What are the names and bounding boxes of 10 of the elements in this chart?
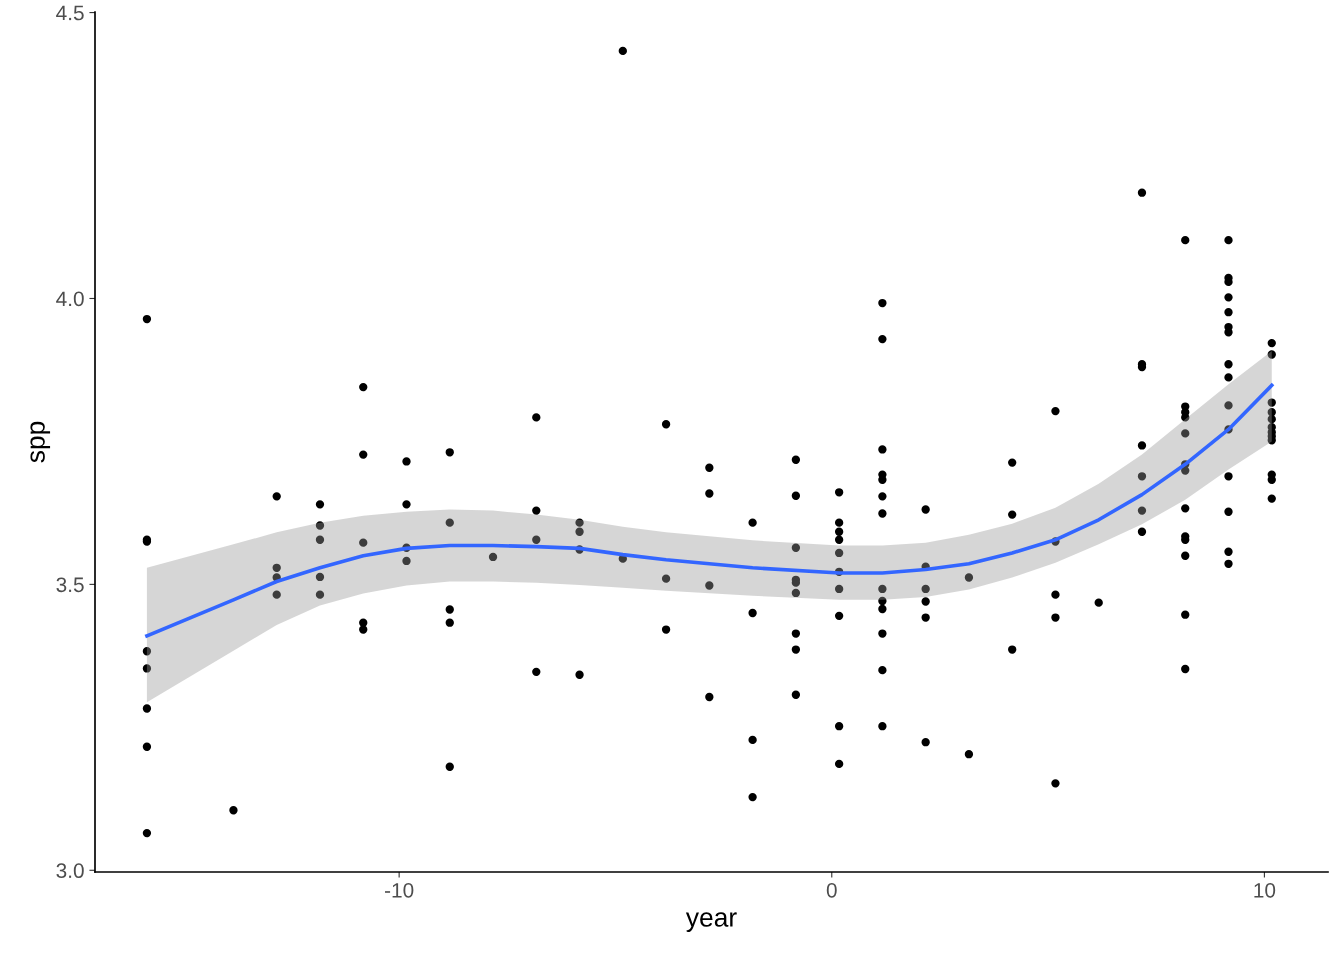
y-axis-title: spp [30,421,51,463]
line-series [145,383,1274,638]
x-tick-label: 10 [1254,882,1276,898]
x-tick-label: -10 [385,882,414,898]
x-axis-title: year [685,912,737,932]
y-tick-label: 3.5 [56,577,84,593]
y-tick-label: 4.0 [56,291,84,307]
y-tick-label: 3.0 [56,863,84,879]
y-tick-label: 4.5 [56,5,84,21]
x-tick-label: 0 [826,882,837,898]
